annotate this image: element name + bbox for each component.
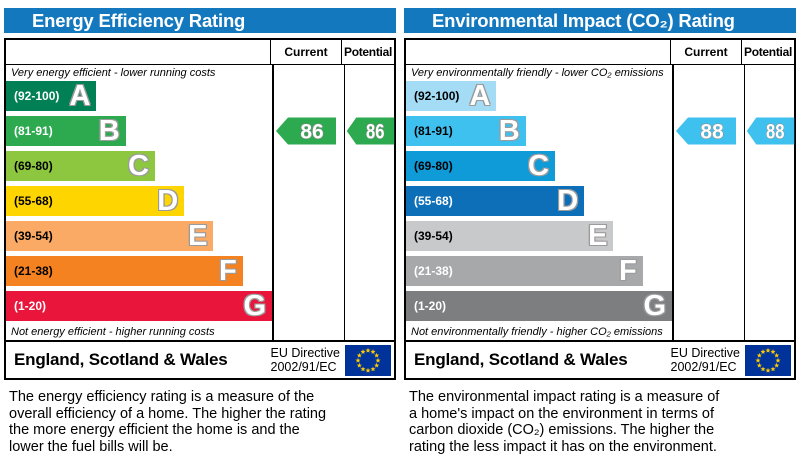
current-column-header: Current xyxy=(270,40,341,64)
potential-column-divider xyxy=(743,65,745,340)
left-arrow-icon: 86 xyxy=(276,117,336,145)
eu-directive-label: EU Directive 2002/91/EC xyxy=(270,346,340,374)
band-range-label: (55-68) xyxy=(414,194,453,208)
rating-band-b: (81-91) B xyxy=(6,116,126,146)
eu-directive-label: EU Directive 2002/91/EC xyxy=(670,346,740,374)
region-label: England, Scotland & Wales xyxy=(414,350,628,369)
panel-title-bar: Energy Efficiency Rating xyxy=(4,8,396,33)
band-letter: A xyxy=(69,80,91,112)
region-label: England, Scotland & Wales xyxy=(14,350,228,369)
potential-rating-arrow: 88 xyxy=(746,116,795,146)
band-range-label: (69-80) xyxy=(14,159,53,173)
band-letter: F xyxy=(219,255,237,287)
band-range-label: (1-20) xyxy=(414,299,447,313)
rating-band-f: (21-38) F xyxy=(406,256,643,286)
panel-title: Environmental Impact (CO₂) Rating xyxy=(432,10,735,31)
band-range-label: (69-80) xyxy=(414,159,453,173)
current-column-divider xyxy=(672,65,674,340)
table-footer: England, Scotland & Wales EU Directive 2… xyxy=(406,340,794,378)
band-letter: G xyxy=(643,290,666,322)
rating-band-d: (55-68) D xyxy=(6,185,185,217)
table-footer: England, Scotland & Wales EU Directive 2… xyxy=(6,340,394,378)
band-letter: D xyxy=(557,185,579,217)
band-range-label: (21-38) xyxy=(414,264,453,278)
rating-bands: (92-100) A (81-91) B (69-80) C (55-68) D (39… xyxy=(406,81,672,321)
rating-table: Current Potential Very environmentally f… xyxy=(404,38,796,380)
panel-environmental-impact: Environmental Impact (CO₂) Rating Curren… xyxy=(404,8,796,455)
band-range-label: (81-91) xyxy=(414,124,453,138)
band-letter: D xyxy=(157,185,179,217)
band-range-label: (39-54) xyxy=(414,229,453,243)
left-arrow-icon: 88 xyxy=(676,117,736,145)
current-column-divider xyxy=(272,65,274,340)
band-letter: E xyxy=(588,220,608,252)
potential-rating-arrow: 86 xyxy=(346,116,395,146)
potential-rating-value: 88 xyxy=(766,121,784,144)
current-rating-value: 88 xyxy=(700,121,724,144)
band-range-label: (55-68) xyxy=(14,194,53,208)
rating-chart: Very energy efficient - lower running co… xyxy=(6,65,395,340)
rating-band-g: (1-20) G xyxy=(6,291,272,321)
rating-band-e: (39-54) E xyxy=(406,220,614,252)
column-header-row: Current Potential xyxy=(406,40,794,65)
rating-description: The energy efficiency rating is a measur… xyxy=(9,389,327,455)
band-letter: C xyxy=(528,150,549,182)
bottom-caption: Not energy efficient - higher running co… xyxy=(11,326,215,338)
potential-column-divider xyxy=(343,65,345,340)
rating-band-d: (55-68) D xyxy=(406,185,585,217)
band-letter: A xyxy=(469,80,491,112)
current-rating-value: 86 xyxy=(300,121,323,144)
panel-energy-efficiency: Energy Efficiency Rating Current Potenti… xyxy=(4,8,396,455)
band-range-label: (39-54) xyxy=(14,229,53,243)
rating-bands: (92-100) A (81-91) B (69-80) C (55-68) D (39… xyxy=(6,81,272,321)
left-arrow-icon: 86 xyxy=(346,117,395,145)
rating-description: The environmental impact rating is a mea… xyxy=(409,389,720,455)
eu-flag xyxy=(745,344,791,376)
band-letter: F xyxy=(619,255,637,287)
rating-band-c: (69-80) C xyxy=(406,151,555,181)
bottom-caption: Not environmentally friendly - higher CO… xyxy=(411,326,663,338)
potential-rating-value: 86 xyxy=(366,121,384,144)
panel-title-bar: Environmental Impact (CO₂) Rating xyxy=(404,8,796,33)
band-letter: E xyxy=(188,220,208,252)
rating-band-e: (39-54) E xyxy=(6,220,214,252)
current-column-header: Current xyxy=(670,40,741,64)
band-range-label: (92-100) xyxy=(414,89,460,103)
band-letter: B xyxy=(98,115,120,147)
rating-band-a: (92-100) A xyxy=(406,80,497,112)
band-letter: C xyxy=(128,150,149,182)
rating-band-g: (1-20) G xyxy=(406,291,672,321)
band-range-label: (21-38) xyxy=(14,264,53,278)
potential-column-header: Potential xyxy=(741,40,794,64)
rating-band-a: (92-100) A xyxy=(6,80,97,112)
band-letter: B xyxy=(498,115,520,147)
band-range-label: (1-20) xyxy=(14,299,47,313)
left-arrow-icon: 88 xyxy=(746,117,795,145)
eu-flag xyxy=(345,344,391,376)
top-caption: Very energy efficient - lower running co… xyxy=(11,67,216,79)
band-range-label: (92-100) xyxy=(14,89,60,103)
rating-band-b: (81-91) B xyxy=(406,116,526,146)
rating-chart: Very environmentally friendly - lower CO… xyxy=(406,65,795,340)
column-header-row: Current Potential xyxy=(6,40,394,65)
rating-band-c: (69-80) C xyxy=(6,151,155,181)
current-rating-arrow: 86 xyxy=(275,116,337,146)
current-rating-arrow: 88 xyxy=(675,116,737,146)
panel-title: Energy Efficiency Rating xyxy=(32,10,246,31)
rating-table: Current Potential Very energy efficient … xyxy=(4,38,396,380)
band-letter: G xyxy=(243,290,266,322)
top-caption: Very environmentally friendly - lower CO… xyxy=(411,67,664,79)
potential-column-header: Potential xyxy=(341,40,394,64)
band-range-label: (81-91) xyxy=(14,124,53,138)
rating-band-f: (21-38) F xyxy=(6,256,243,286)
